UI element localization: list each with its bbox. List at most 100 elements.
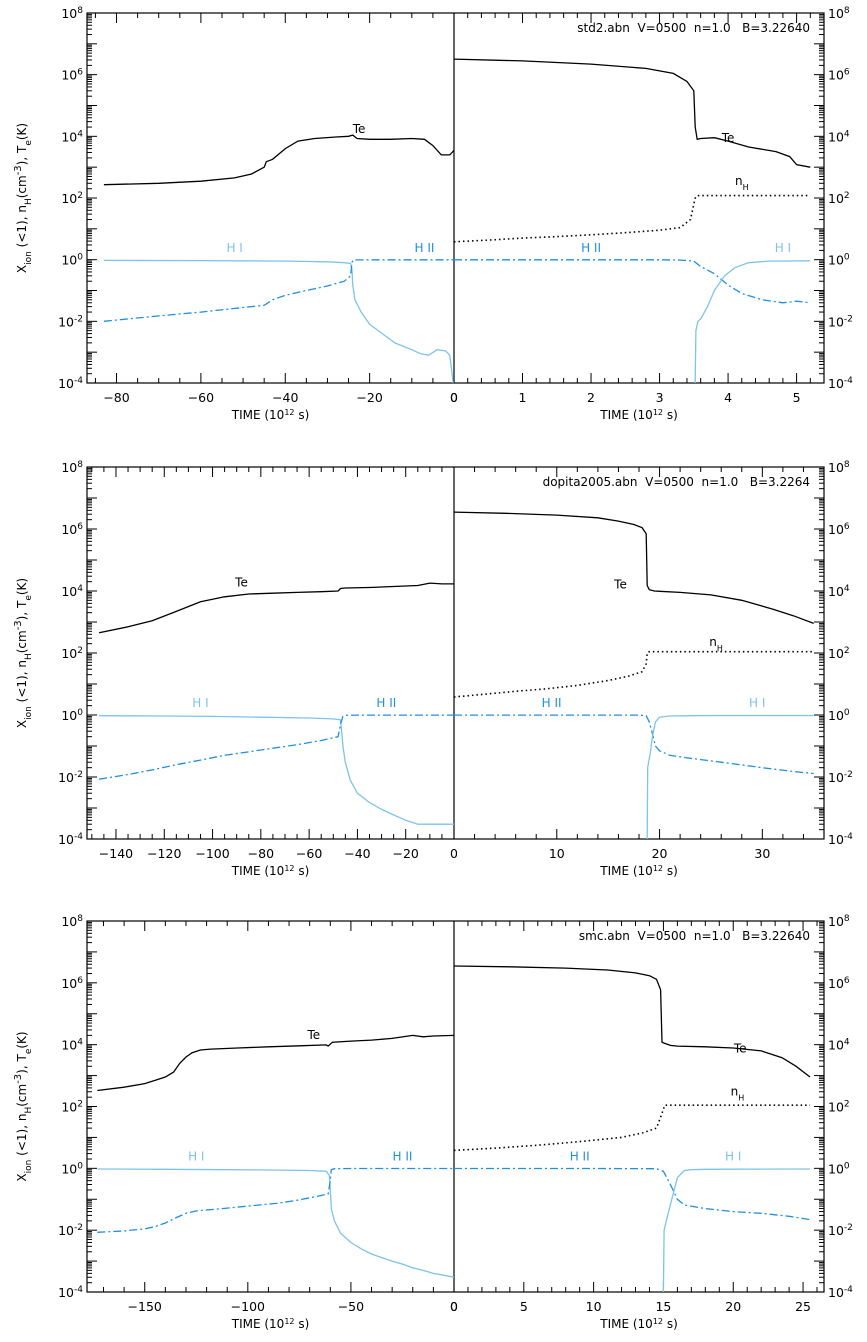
x-tick-label: 10	[549, 846, 565, 861]
y-tick-label: 104	[61, 1038, 83, 1053]
series-label: Te	[306, 1028, 320, 1042]
y-tick-label: 10-2	[58, 314, 83, 329]
y-tick-label-right: 102	[828, 646, 850, 661]
x-tick-label: 25	[795, 1299, 811, 1314]
y-axis-label: Xion (<1), nH(cm-3), Te(K)	[13, 578, 35, 728]
series-label: H II	[542, 696, 562, 710]
model-annotation: smc.abn V=0500 n=1.0 B=3.22640	[579, 929, 810, 943]
y-tick-label-right: 106	[828, 68, 850, 83]
series-label: H I	[192, 696, 208, 710]
series-right-hi	[694, 260, 811, 384]
x-axis-label: TIME (1012 s)	[231, 864, 310, 879]
x-tick-label: 5	[793, 390, 801, 405]
x-tick-label: −100	[195, 846, 229, 861]
x-tick-label: 15	[655, 1299, 671, 1314]
series-left-te	[98, 582, 454, 634]
series-right-hii	[454, 714, 814, 775]
x-axis-label: TIME (1012 s)	[599, 864, 678, 879]
x-tick-label: −60	[188, 390, 214, 405]
plot-frame	[86, 12, 825, 384]
y-tick-label: 100	[61, 708, 83, 723]
y-tick-label: 10-4	[58, 832, 83, 847]
y-tick-label-right: 10-4	[828, 1285, 853, 1300]
y-tick-label: 108	[61, 6, 83, 21]
x-tick-label: 20	[652, 846, 668, 861]
y-tick-label: 10-2	[58, 1223, 83, 1238]
series-right-te	[453, 58, 811, 168]
series-label: nH	[709, 635, 723, 653]
x-tick-label: 0	[450, 390, 458, 405]
series-left-hi	[99, 715, 454, 825]
series-left-hii	[98, 714, 454, 780]
y-tick-label-right: 100	[828, 253, 850, 268]
y-tick-label: 104	[61, 129, 83, 144]
y-tick-label: 102	[61, 191, 83, 206]
x-tick-label: −120	[147, 846, 181, 861]
series-right-hi	[646, 714, 814, 840]
y-tick-label: 10-4	[58, 1285, 83, 1300]
series-right-nh	[453, 1104, 810, 1152]
x-tick-label: 0	[450, 846, 458, 861]
series-label: H II	[392, 1149, 412, 1163]
x-tick-label: 3	[656, 390, 664, 405]
y-tick-label: 10-2	[58, 770, 83, 785]
x-axis-label: TIME (1012 s)	[599, 1317, 678, 1332]
series-label: Te	[352, 122, 366, 136]
series-label: H I	[775, 241, 791, 255]
x-axis-label: TIME (1012 s)	[599, 408, 678, 423]
series-left-te	[97, 1034, 455, 1092]
plot-frame	[86, 466, 825, 840]
x-tick-label: −50	[338, 1299, 364, 1314]
series-label: H I	[226, 241, 242, 255]
series-left-hi	[103, 259, 454, 384]
series-left-te	[103, 134, 455, 186]
x-tick-label: 1	[519, 390, 527, 405]
y-tick-label-right: 104	[828, 584, 850, 599]
series-label: Te	[733, 1042, 747, 1056]
series-right-te	[453, 511, 814, 625]
series-left-hii	[103, 259, 454, 322]
y-tick-label-right: 10-2	[828, 770, 853, 785]
y-axis-label: Xion (<1), nH(cm-3), Te(K)	[13, 1031, 35, 1181]
y-tick-label-right: 100	[828, 1161, 850, 1176]
y-tick-label: 108	[61, 460, 83, 475]
x-tick-label: −80	[103, 390, 129, 405]
x-tick-label: −150	[128, 1299, 162, 1314]
y-tick-label-right: 104	[828, 129, 850, 144]
y-tick-label: 102	[61, 646, 83, 661]
series-right-hii	[454, 259, 811, 304]
y-tick-label-right: 106	[828, 522, 850, 537]
x-tick-label: 30	[754, 846, 770, 861]
y-tick-label-right: 108	[828, 6, 850, 21]
series-label: H I	[725, 1149, 741, 1163]
y-tick-label: 108	[61, 914, 83, 929]
x-axis-label: TIME (1012 s)	[231, 408, 310, 423]
x-tick-label: 20	[725, 1299, 741, 1314]
x-tick-label: −60	[296, 846, 322, 861]
y-tick-label: 100	[61, 1161, 83, 1176]
series-label: nH	[731, 1084, 745, 1102]
y-tick-label-right: 100	[828, 708, 850, 723]
y-tick-label: 104	[61, 584, 83, 599]
y-tick-label-right: 102	[828, 191, 850, 206]
x-tick-label: 10	[586, 1299, 602, 1314]
series-left-hii	[97, 1167, 454, 1233]
plot-frame	[86, 920, 825, 1293]
series-label: nH	[735, 174, 749, 192]
series-right-nh	[453, 194, 811, 243]
x-tick-label: 0	[450, 1299, 458, 1314]
y-tick-label-right: 10-4	[828, 832, 853, 847]
series-label: Te	[613, 578, 627, 592]
series-label: H II	[570, 1149, 590, 1163]
x-tick-label: −20	[356, 390, 382, 405]
series-right-hii	[454, 1167, 811, 1221]
x-axis-label: TIME (1012 s)	[231, 1317, 310, 1332]
y-tick-label-right: 10-4	[828, 376, 853, 391]
series-right-te	[453, 965, 811, 1078]
y-tick-label: 10-4	[58, 376, 83, 391]
series-label: H II	[376, 696, 396, 710]
y-axis-label: Xion (<1), nH(cm-3), Te(K)	[13, 123, 35, 273]
